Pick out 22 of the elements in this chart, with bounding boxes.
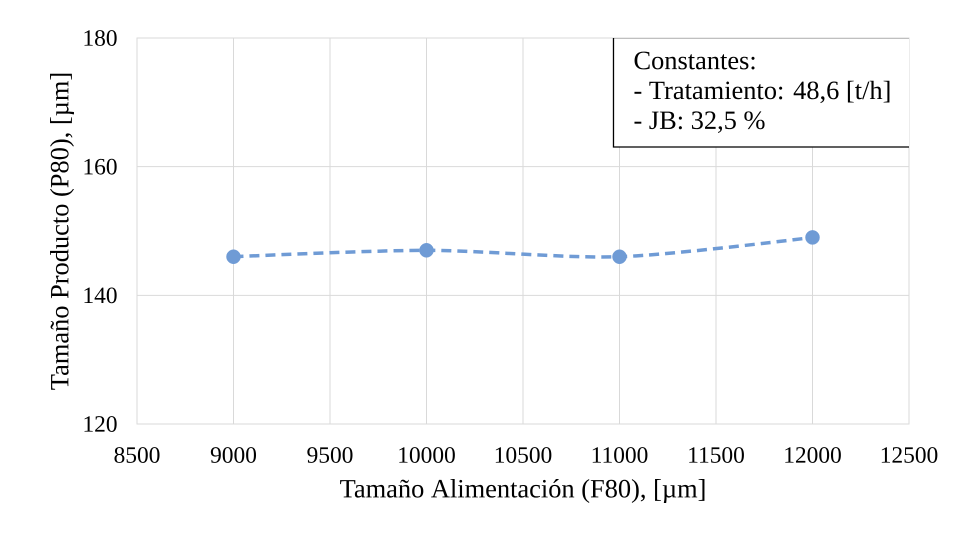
x-tick-label: 11000 bbox=[592, 447, 648, 463]
y-tick-label: 160 bbox=[84, 158, 117, 175]
x-tick-label: 11500 bbox=[689, 447, 744, 463]
annotation: - JB: 32,5 % bbox=[634, 111, 765, 133]
annotation: - Tratamiento: 48,6 [t/h] bbox=[634, 80, 890, 104]
x-tick-label: 10500 bbox=[496, 447, 552, 463]
y-tick-label: 180 bbox=[84, 30, 117, 46]
x-tick-label: 12000 bbox=[785, 447, 841, 463]
annotation: Constantes: bbox=[634, 52, 755, 70]
x-axis-title: Tamaño Alimentación (F80), [µm] bbox=[340, 479, 704, 503]
x-tick-label: 12500 bbox=[882, 447, 938, 463]
y-tick-label: 140 bbox=[84, 287, 117, 304]
y-tick-label: 120 bbox=[84, 416, 117, 432]
x-tick-label: 10000 bbox=[399, 447, 455, 463]
point bbox=[226, 249, 241, 264]
point bbox=[612, 249, 627, 264]
x-tick-label: 8500 bbox=[114, 447, 160, 463]
x-tick-label: 9500 bbox=[307, 447, 353, 463]
point bbox=[805, 230, 820, 245]
y-axis-title: Tamaño Producto (P80), [µm] bbox=[50, 74, 74, 390]
point bbox=[419, 243, 434, 258]
x-tick-label: 9000 bbox=[210, 447, 256, 463]
